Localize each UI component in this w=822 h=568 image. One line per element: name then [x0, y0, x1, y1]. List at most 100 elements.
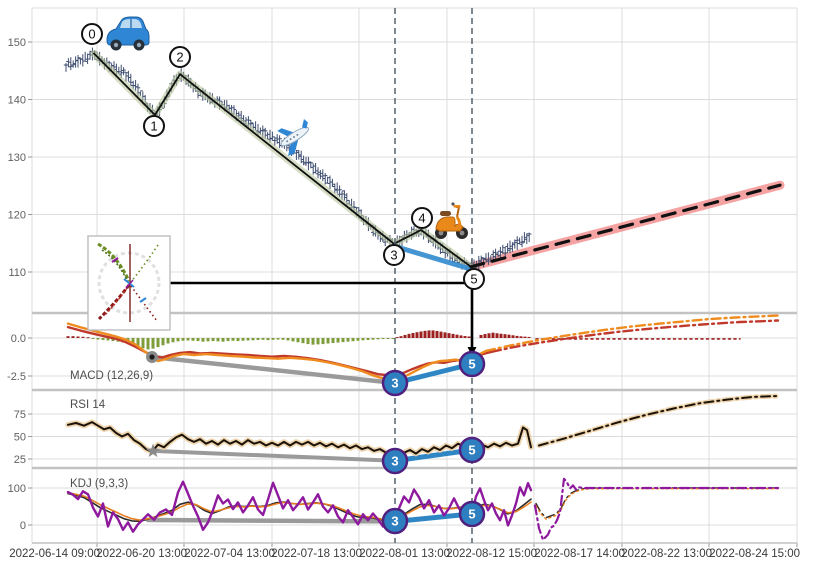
macd-hist-green-bar: [96, 338, 100, 340]
price-pivot-circle-0: 0: [81, 23, 103, 45]
macd-hist-green-bar: [266, 338, 270, 341]
price-pivot-circle-4: 4: [411, 207, 433, 229]
airplane-icon: [277, 118, 310, 156]
trend-start-dot-core: [149, 354, 155, 360]
macd-hist-green-bar: [161, 338, 165, 346]
trend-start-star-icon: [145, 443, 161, 458]
svg-text:3: 3: [390, 248, 397, 263]
macd-hist-green-bar: [276, 338, 280, 340]
macd-hist-green-bar: [236, 338, 240, 342]
macd-hist-green-bar: [211, 338, 215, 342]
macd-hist-green-bar: [391, 338, 395, 339]
svg-text:3: 3: [391, 376, 398, 391]
macd-hist-green-bar: [156, 338, 160, 348]
macd-hist-green-bar: [106, 338, 110, 341]
indicator-pivot-circle-3: 3: [381, 369, 409, 397]
annotation-connector: [170, 281, 477, 356]
macd-hist-red-bar: [491, 332, 495, 338]
svg-text:4: 4: [418, 211, 425, 226]
svg-text:5: 5: [468, 507, 475, 522]
macd-hist-green-bar: [346, 338, 350, 342]
macd-hist-green-bar: [371, 338, 375, 340]
y-tick-label: 75: [14, 409, 26, 421]
x-tick-label: 2022-08-22 13:00: [621, 548, 712, 560]
macd-hist-green-bar: [131, 338, 135, 346]
price-pivot-circle-3: 3: [383, 244, 405, 266]
series-lines: [65, 50, 782, 541]
forecast-dashed: [469, 183, 782, 269]
macd-hist-green-bar: [111, 338, 115, 342]
y-tick-label: 150: [8, 37, 26, 49]
macd-hist-red-bar: [487, 333, 491, 338]
macd-hist-red-bar: [419, 331, 423, 338]
price-chord-3-5: [391, 243, 474, 272]
macd-hist-green-bar: [301, 338, 305, 344]
macd-hist-green-bar: [246, 338, 250, 341]
macd-hist-red-bar: [507, 334, 511, 338]
macd-hist-green-bar: [321, 338, 325, 345]
svg-text:3: 3: [391, 454, 398, 469]
macd-hist-red-bar: [467, 336, 471, 338]
price-pivot-circle-5: 5: [463, 268, 485, 290]
macd-hist-green-bar: [141, 338, 145, 349]
x-tick-label: 2022-06-14 09:00: [9, 548, 100, 560]
macd-hist-red-bar: [483, 334, 487, 338]
macd-hist-red-bar: [423, 330, 427, 338]
macd-hist-red-bar: [71, 336, 75, 338]
macd-hist-red-bar: [435, 331, 439, 338]
macd-hist-red-bar: [511, 335, 515, 338]
macd-hist-red-bar: [459, 335, 463, 338]
macd-panel-label: MACD (12,26,9): [70, 370, 153, 382]
macd-hist-green-bar: [251, 338, 255, 341]
kdj-j-forecast: [533, 477, 780, 541]
zigzag-glow: [90, 50, 475, 271]
pivot-number-circles: 0 1 2 3 4 5 3 5 3 5 3 5: [81, 23, 486, 535]
macd-hist-red-bar: [439, 331, 443, 338]
macd-hist-red-bar: [403, 334, 407, 338]
macd-hist-green-bar: [331, 338, 335, 344]
y-tick-label: 25: [14, 454, 26, 466]
x-tick-label: 2022-07-18 13:00: [271, 548, 362, 560]
macd-hist-red-bar: [527, 336, 531, 338]
kdj-d: [67, 492, 532, 521]
y-tick-label: 120: [8, 210, 26, 222]
kdj-k-forecast: [535, 487, 779, 519]
macd-hist-green-bar: [366, 338, 370, 340]
zigzag: [93, 52, 472, 268]
macd-hist-red-bar: [463, 336, 467, 338]
kdj-panel-label: KDJ (9,3,3): [70, 478, 128, 490]
x-tick-label: 2022-08-24 15:00: [709, 548, 800, 560]
x-tick-label: 2022-08-01 13:00: [359, 548, 450, 560]
macd-hist-red-bar: [399, 336, 403, 338]
macd-hist-red-bar: [431, 330, 435, 338]
macd-hist-green-bar: [176, 338, 180, 342]
macd-hist-green-bar: [91, 338, 95, 339]
svg-text:0: 0: [88, 27, 95, 42]
y-tick-label: 0.0: [11, 333, 26, 345]
svg-text:2: 2: [176, 50, 183, 65]
svg-text:5: 5: [468, 443, 475, 458]
macd-hist-red-bar: [495, 333, 499, 338]
indicator-pivot-circle-3: 3: [381, 447, 409, 475]
macd-hist-green-bar: [191, 338, 195, 341]
rsi-forecast: [538, 395, 779, 447]
rsi-panel-label: RSI 14: [70, 399, 106, 411]
scooter-icon: [435, 202, 468, 239]
macd-hist-green-bar: [166, 338, 170, 344]
macd-hist-red-bar: [411, 332, 415, 338]
macd-hist-red-bar: [455, 334, 459, 338]
macd-hist-green-bar: [206, 338, 210, 342]
macd-hist-red-bar: [81, 336, 85, 338]
macd-hist-red-bar: [515, 335, 519, 338]
macd-hist-green-bar: [386, 338, 390, 339]
macd-hist-green-bar: [196, 338, 200, 342]
macd-hist-green-bar: [256, 338, 260, 340]
y-tick-label: 130: [8, 152, 26, 164]
macd-hist-red-bar: [523, 336, 527, 338]
macd-hist-green-bar: [356, 338, 360, 341]
macd-hist-green-bar: [296, 338, 300, 343]
macd-hist-green-bar: [151, 338, 155, 349]
